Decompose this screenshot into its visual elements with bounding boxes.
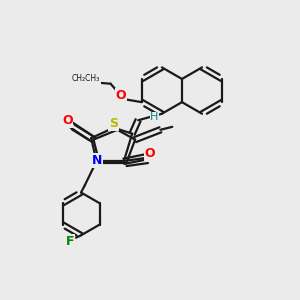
Text: S: S <box>109 117 118 130</box>
Text: O: O <box>144 147 155 161</box>
Text: CH₂CH₃: CH₂CH₃ <box>72 74 100 83</box>
Text: O: O <box>116 88 126 101</box>
Text: O: O <box>62 114 73 128</box>
Text: N: N <box>92 154 102 167</box>
Text: F: F <box>66 235 75 248</box>
Text: H: H <box>150 112 159 122</box>
